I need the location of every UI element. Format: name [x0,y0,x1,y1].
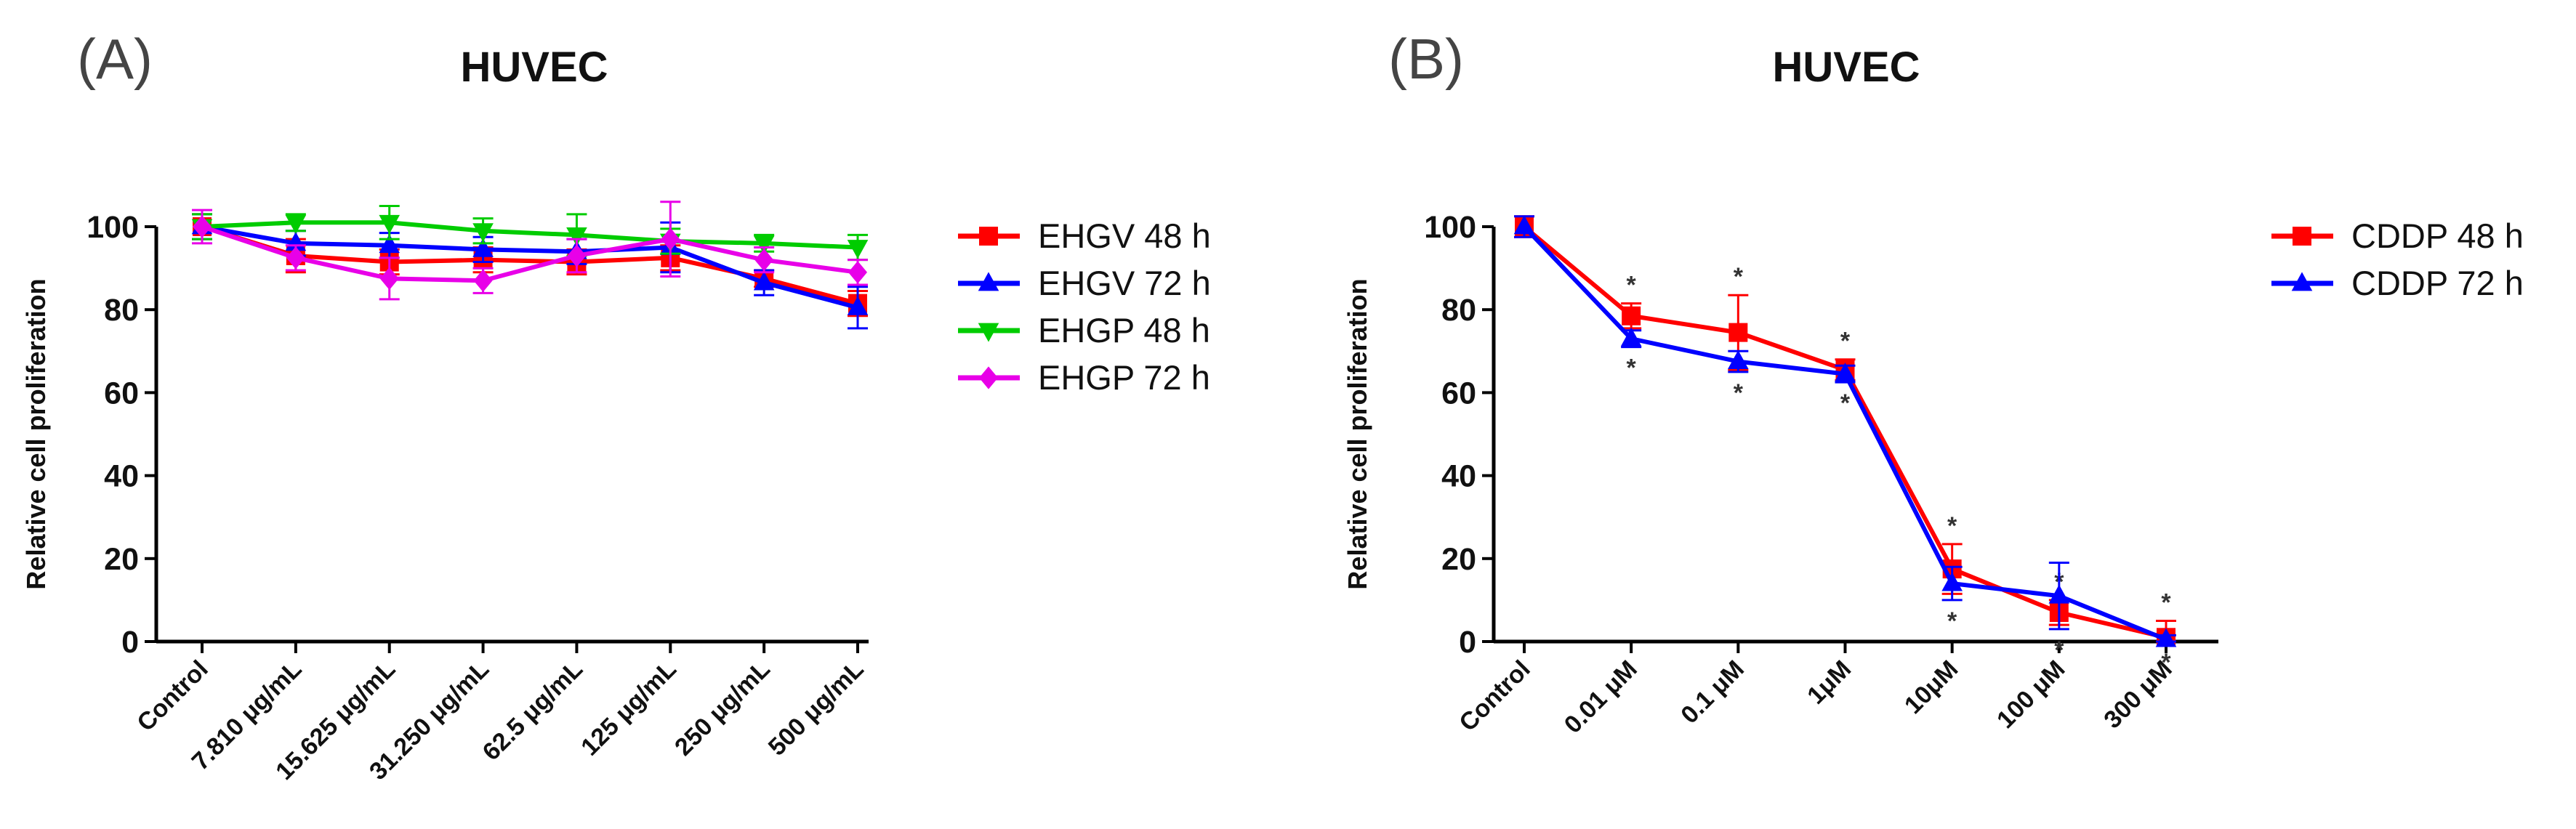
legend-swatch-marker [979,227,998,246]
data-point [1941,572,1963,591]
significance-marker: * [2161,649,2171,676]
significance-marker: * [1840,328,1851,355]
data-point [1728,349,1749,369]
y-tick-label: 40 [104,459,139,494]
data-point [2048,584,2070,604]
data-point [285,214,307,234]
data-point [193,215,212,238]
significance-marker: * [1734,263,1744,291]
x-tick-label: Control [132,655,213,737]
y-tick-label: 20 [104,542,139,577]
significance-marker: * [1734,379,1744,407]
y-tick-label: 0 [121,625,139,660]
legend-item: EHGV 48 h [958,217,1211,255]
significance-marker: * [1947,512,1957,540]
legend-item: EHGP 72 h [958,358,1210,397]
y-tick-label: 80 [1441,293,1476,328]
significance-marker: * [1840,389,1851,417]
chart-title: HUVEC [460,44,608,91]
legend-item: CDDP 72 h [2271,264,2524,302]
x-tick-label: 0.1 μM [1675,655,1750,729]
x-tick-label: 62.5 μg/mL [478,655,588,766]
series-cddp-48-h: * * * * * * [1514,215,2176,647]
data-point [847,296,869,315]
x-tick-label: 500 μg/mL [763,655,869,761]
legend-item: EHGP 48 h [958,311,1210,349]
chart-panel-b: (B) HUVEC 0 20 40 60 80 100 Relative cell prolif… [1343,27,2524,739]
significance-marker: * [2161,589,2171,616]
data-point [473,269,493,292]
data-point [379,234,401,254]
data-point [847,240,869,259]
significance-marker: * [1627,272,1637,299]
series-line [201,220,858,250]
data-point [848,261,867,284]
data-point [753,235,775,255]
series-line [1523,225,2167,640]
legend-item: CDDP 48 h [2271,217,2524,255]
y-tick-label: 20 [1441,542,1476,577]
series-ehgp-72-h [192,201,868,301]
y-tick-label: 80 [104,293,139,328]
legend-swatch-marker [979,366,998,389]
data-point [379,267,399,290]
y-tick-label: 60 [104,376,139,411]
panel-label: (A) [77,27,153,91]
x-tick-label: 125 μg/mL [576,655,682,761]
chart-title: HUVEC [1772,44,1920,91]
x-tick-label: 0.01 μM [1559,655,1643,739]
data-point [379,214,401,234]
data-point [286,246,305,270]
data-point [566,227,587,247]
y-tick-label: 0 [1459,625,1476,660]
series-line [201,225,858,310]
legend-label: EHGP 48 h [1038,311,1210,349]
data-point [1835,363,1856,382]
panel-label: (B) [1388,27,1464,91]
series-line [201,225,858,283]
significance-marker: * [1947,607,1957,635]
series-cddp-72-h: * * * * * * [1513,215,2177,676]
legend-swatch-marker [2293,227,2311,246]
x-tick-label: 100 μM [1992,655,2070,734]
data-point [2155,628,2177,647]
chart-panel-a: (A) HUVEC 0 20 40 60 80 100 Relative cell prolif… [21,27,1211,785]
x-tick-label: 1μM [1802,655,1856,710]
legend-label: CDDP 72 h [2351,264,2524,302]
y-tick-label: 100 [1424,210,1476,245]
y-tick-label: 60 [1441,376,1476,411]
legend-label: EHGV 48 h [1038,217,1211,255]
x-tick-label: Control [1454,655,1535,737]
x-tick-label: 10μM [1899,655,1963,719]
legend-item: EHGV 72 h [958,264,1211,302]
data-point [753,271,775,291]
legend-label: EHGV 72 h [1038,264,1211,302]
significance-marker: * [1627,355,1637,382]
x-tick-label: 250 μg/mL [669,655,776,761]
data-point [1620,327,1642,347]
legend-swatch-marker [2291,272,2313,291]
legend-swatch-marker [978,272,999,291]
y-axis-label: Relative cell proliferation [1343,278,1372,589]
y-tick-label: 40 [1441,459,1476,494]
legend-label: EHGP 72 h [1038,358,1210,397]
legend-label: CDDP 48 h [2351,217,2524,255]
data-point [567,244,587,267]
data-point [1513,215,1535,235]
data-point [1728,323,1748,342]
significance-marker: * [2054,636,2064,664]
data-point [472,238,494,257]
y-axis-label: Relative cell proliferation [21,278,51,589]
legend-swatch-marker [978,323,999,342]
data-point [754,248,774,272]
data-point [661,227,680,251]
data-point [1622,306,1641,325]
series-line [1522,225,2168,642]
data-point [472,223,494,243]
y-tick-label: 100 [86,210,139,245]
